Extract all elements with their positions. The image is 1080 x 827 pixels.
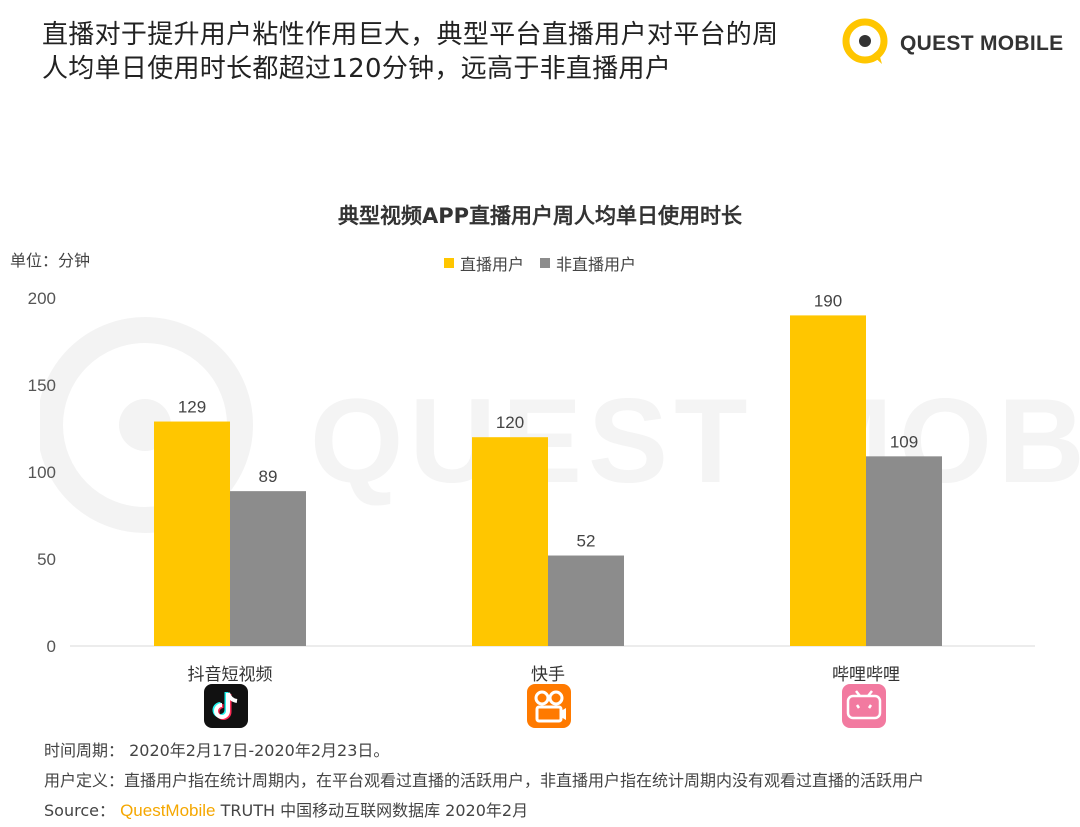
data-label: 120 [496, 413, 524, 432]
headline: 直播对于提升用户粘性作用巨大，典型平台直播用户对平台的周 人均单日使用时长都超过… [42, 18, 842, 86]
category-label: 哔哩哔哩 [832, 665, 900, 685]
data-label: 129 [178, 398, 206, 417]
brand-name: QUEST MOBILE [900, 32, 1064, 55]
bar-chart: 0 50 100 150 200 129 89 抖音短视频 120 52 快手 190 109 哔哩哔哩 [28, 289, 1035, 685]
legend-label-live: 直播用户 [460, 255, 525, 274]
data-label: 190 [814, 291, 842, 310]
data-label: 109 [890, 432, 918, 451]
y-tick-label: 0 [47, 637, 56, 656]
bilibili-logo-icon [842, 684, 886, 728]
unit-label: 单位：分钟 [10, 251, 91, 270]
bar-live [790, 315, 866, 646]
category-label: 抖音短视频 [188, 665, 273, 685]
legend-swatch-nonlive [540, 258, 551, 268]
headline-line-1: 直播对于提升用户粘性作用巨大，典型平台直播用户对平台的周 [42, 20, 779, 50]
y-tick-label: 100 [28, 463, 56, 482]
note-definition: 用户定义：直播用户指在统计周期内，在平台观看过直播的活跃用户，非直播用户指在统计… [44, 771, 925, 790]
category-label: 快手 [531, 665, 565, 685]
kuaishou-logo-icon [527, 684, 571, 728]
chart-title: 典型视频APP直播用户周人均单日使用时长 [337, 204, 743, 228]
legend: 直播用户 非直播用户 [444, 251, 636, 275]
bar-live [472, 437, 548, 646]
data-label: 89 [259, 467, 278, 486]
note-source: Source： QuestMobile TRUTH 中国移动互联网数据库 202… [44, 796, 924, 826]
legend-item-nonlive: 非直播用户 [540, 251, 636, 275]
y-tick-label: 200 [28, 289, 56, 308]
bar-nonlive [230, 491, 306, 646]
legend-label-nonlive: 非直播用户 [556, 255, 637, 274]
y-tick-label: 150 [28, 376, 56, 395]
y-tick-label: 50 [37, 550, 56, 569]
bar-nonlive [548, 555, 624, 646]
legend-swatch-live [444, 258, 454, 268]
footnotes: 时间周期： 2020年2月17日-2020年2月23日。 用户定义：直播用户指在… [44, 736, 924, 826]
note-period: 时间周期： 2020年2月17日-2020年2月23日。 [44, 741, 390, 760]
brand-logo: QUEST MOBILE [838, 12, 1068, 72]
source-prefix: Source： [44, 801, 115, 820]
source-rest: TRUTH 中国移动互联网数据库 2020年2月 [215, 801, 529, 820]
headline-line-2: 人均单日使用时长都超过120分钟，远高于非直播用户 [42, 54, 672, 84]
source-brand: QuestMobile [120, 801, 216, 820]
bar-nonlive [866, 456, 942, 646]
data-label: 52 [577, 532, 596, 551]
bar-live [154, 421, 230, 646]
legend-item-live: 直播用户 [444, 251, 524, 275]
questmobile-logo-icon [842, 18, 888, 64]
douyin-logo-icon [204, 684, 248, 728]
